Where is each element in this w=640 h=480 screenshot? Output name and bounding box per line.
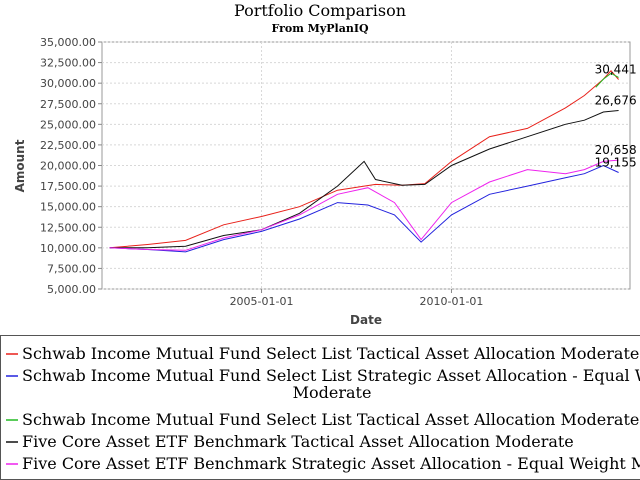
end-value-label: 20,658	[595, 143, 637, 157]
series-line-4	[109, 110, 619, 249]
chart-title: Portfolio Comparison	[234, 1, 406, 20]
end-labels: 30,441 19,155 26,676 20,658	[595, 63, 637, 170]
series-lines	[109, 70, 619, 253]
series-line-2	[109, 164, 619, 253]
y-tick-label: 17,500.00	[40, 180, 96, 193]
legend-label: Schwab Income Mutual Fund Select List St…	[22, 366, 640, 385]
y-tick-label: 10,000.00	[40, 242, 96, 255]
legend-label: Schwab Income Mutual Fund Select List Ta…	[22, 410, 640, 429]
legend-label: Five Core Asset ETF Benchmark Strategic …	[22, 454, 640, 473]
end-value-label: 30,441	[595, 63, 637, 77]
chart-subtitle: From MyPlanIQ	[271, 22, 369, 35]
x-tick-label: 2010-01-01	[419, 295, 483, 308]
x-axis: 2005-01-01 2010-01-01	[230, 289, 483, 308]
end-value-label: 19,155	[595, 155, 637, 169]
y-tick-label: 20,000.00	[40, 160, 96, 173]
legend-label-wrap: Moderate	[293, 383, 372, 402]
x-tick-label: 2005-01-01	[230, 295, 294, 308]
legend-label: Schwab Income Mutual Fund Select List Ta…	[22, 344, 639, 363]
y-tick-label: 5,000.00	[47, 283, 96, 296]
series-line-3	[595, 72, 619, 88]
y-tick-label: 27,500.00	[40, 98, 96, 111]
y-tick-label: 32,500.00	[40, 57, 96, 70]
x-axis-label: Date	[350, 313, 382, 327]
y-tick-label: 35,000.00	[40, 36, 96, 49]
y-tick-label: 15,000.00	[40, 201, 96, 214]
y-tick-label: 7,500.00	[47, 262, 96, 275]
y-axis-label: Amount	[13, 139, 27, 192]
y-axis: 5,000.00 7,500.00 10,000.00 12,500.00 15,000…	[40, 36, 102, 296]
series-line-5	[109, 159, 619, 251]
y-tick-label: 30,000.00	[40, 77, 96, 90]
grid-lines	[102, 41, 630, 290]
end-value-label: 26,676	[595, 94, 637, 108]
legend-label: Five Core Asset ETF Benchmark Tactical A…	[22, 432, 574, 451]
y-tick-label: 25,000.00	[40, 118, 96, 131]
y-tick-label: 12,500.00	[40, 221, 96, 234]
legend: Schwab Income Mutual Fund Select List Ta…	[6, 344, 640, 473]
y-tick-label: 22,500.00	[40, 139, 96, 152]
legend-box	[0, 335, 640, 480]
